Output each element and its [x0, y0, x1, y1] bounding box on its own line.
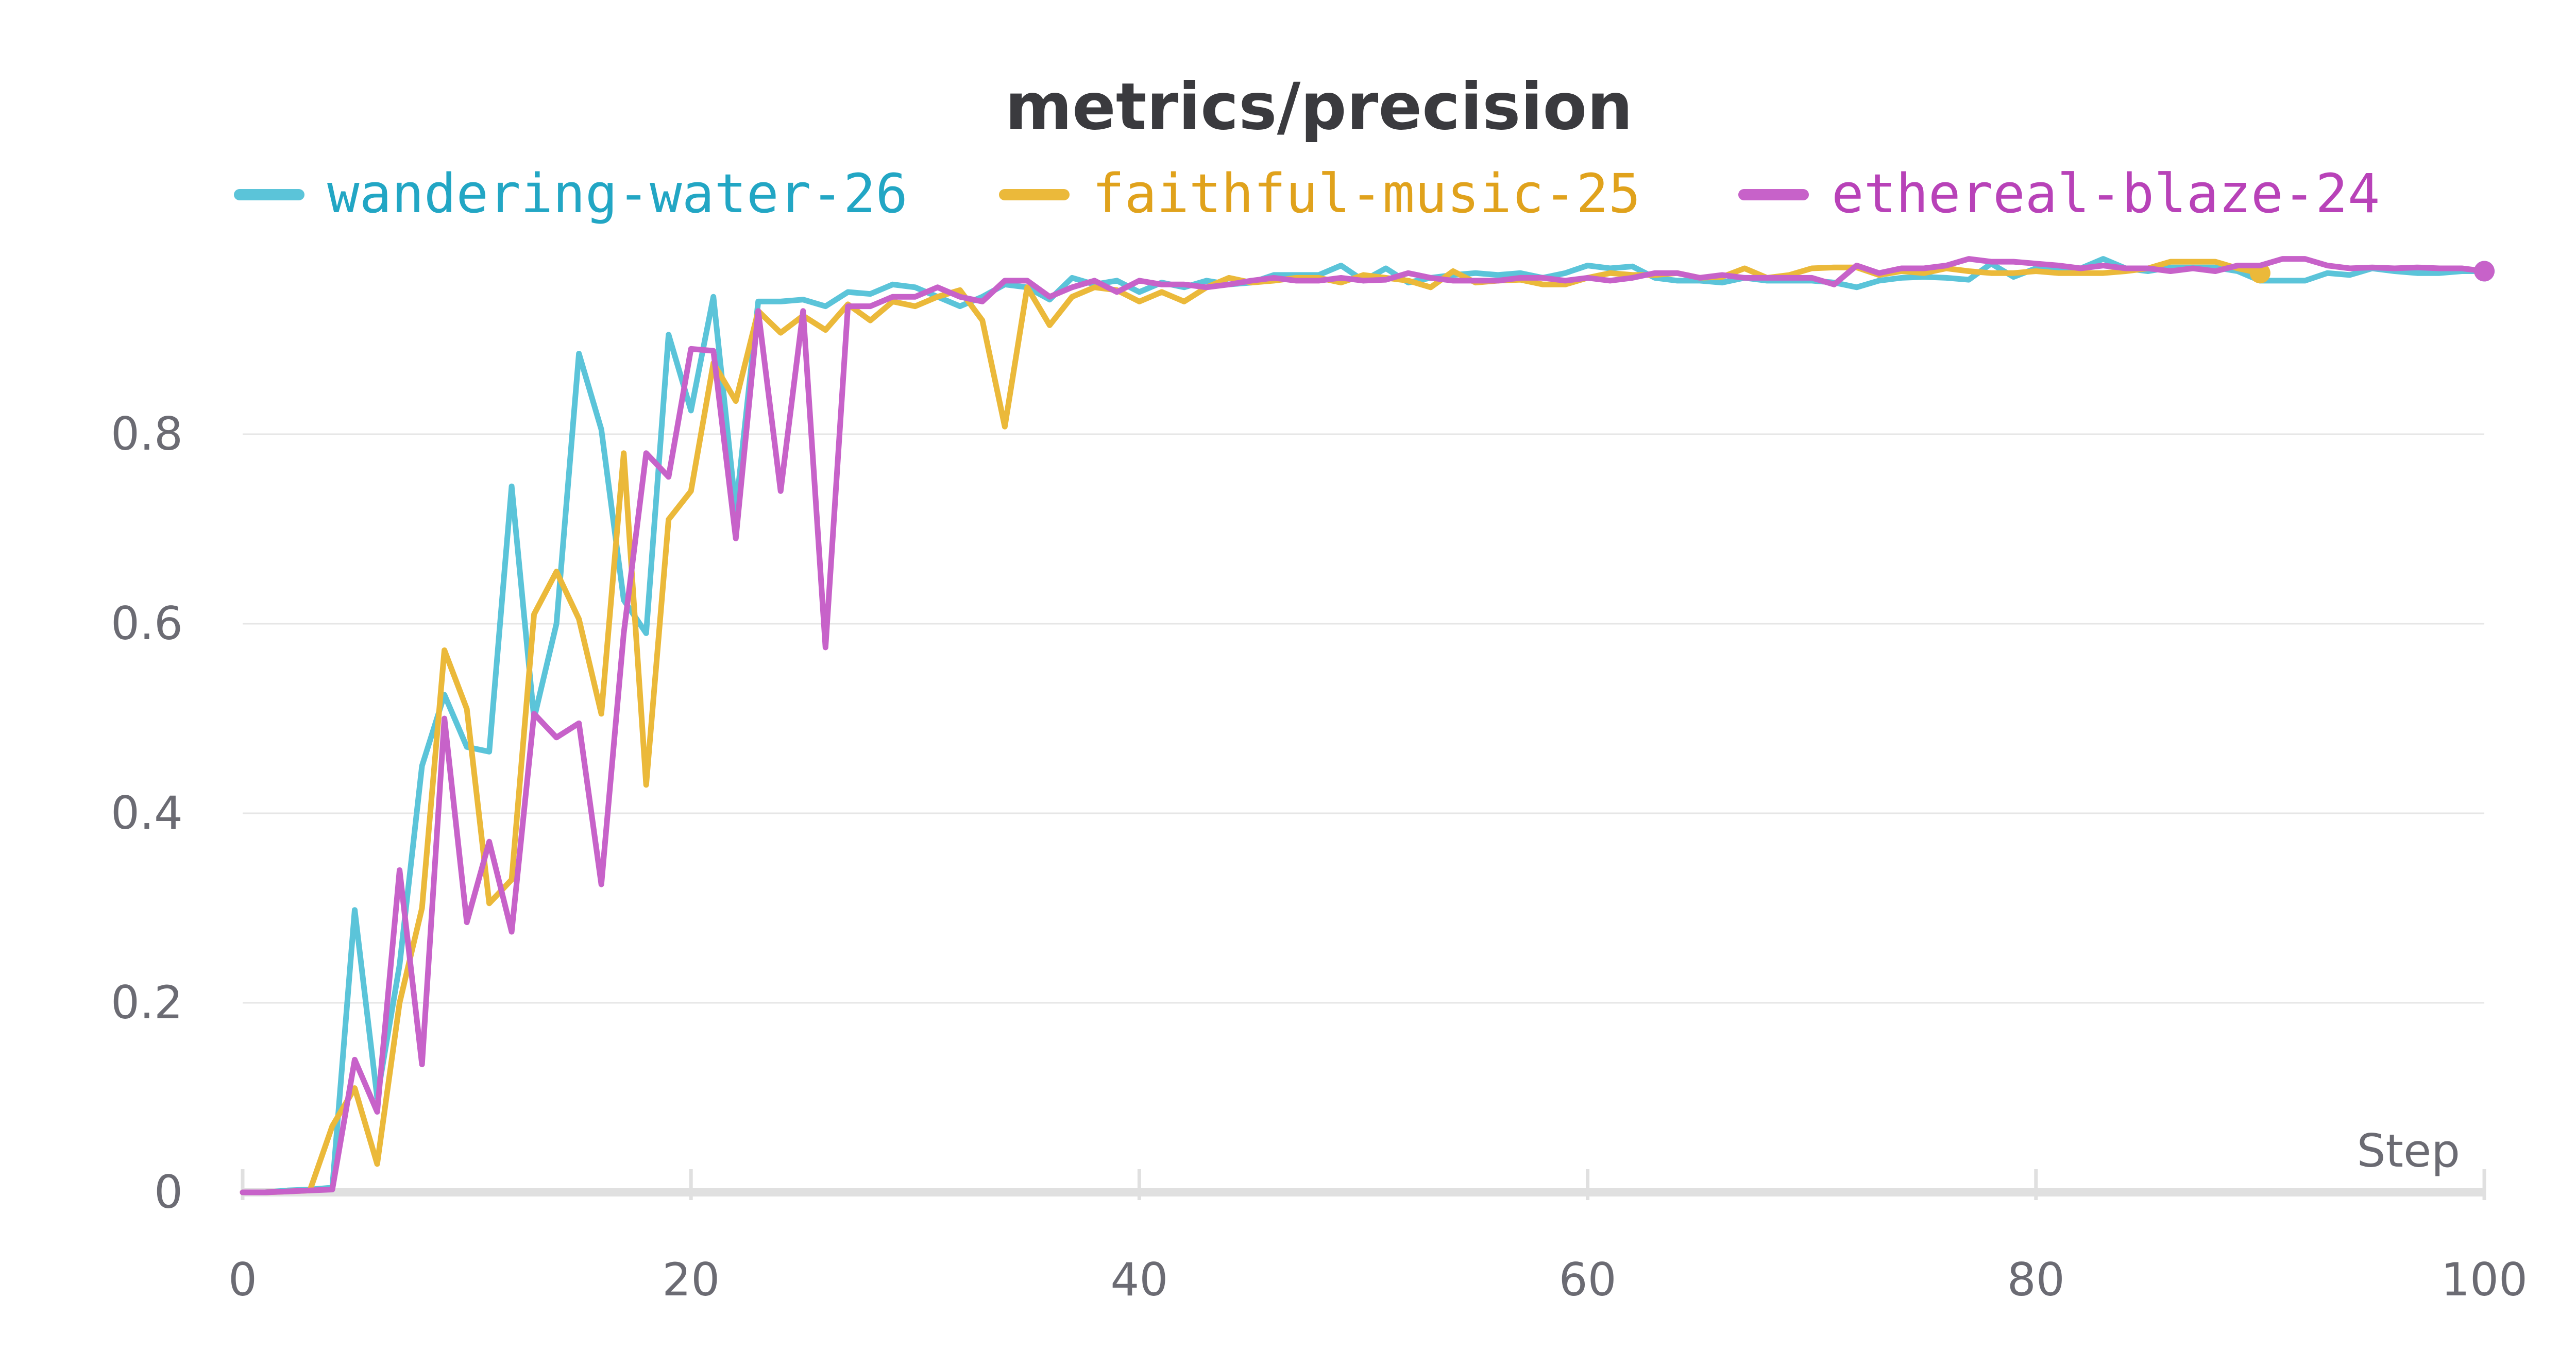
y-tick-label: 0.6 — [111, 597, 183, 650]
x-tick-label: 20 — [662, 1253, 720, 1306]
x-tick-label: 100 — [2441, 1253, 2528, 1306]
legend-item[interactable]: ethereal-blaze-24 — [1738, 162, 2380, 225]
grid-lines — [243, 433, 2484, 1004]
legend-label: wandering-water-26 — [327, 162, 908, 225]
series-end-marker — [2474, 261, 2495, 282]
legend-label: faithful-music-25 — [1092, 162, 1640, 225]
x-tick-label: 80 — [2007, 1253, 2065, 1306]
x-tick-label: 60 — [1559, 1253, 1617, 1306]
y-tick-label: 0.4 — [111, 786, 183, 840]
chart-legend: wandering-water-26 faithful-music-25 ether… — [234, 162, 2380, 225]
x-axis-label: Step — [2357, 1124, 2460, 1177]
y-tick-label: 0.2 — [111, 976, 183, 1029]
x-tick-label: 40 — [1110, 1253, 1168, 1306]
y-tick-label: 0 — [154, 1166, 183, 1219]
y-tick-label: 0.8 — [111, 407, 183, 460]
chart-title: metrics/precision — [1005, 70, 1633, 144]
legend-label: ethereal-blaze-24 — [1832, 162, 2380, 225]
legend-item[interactable]: wandering-water-26 — [234, 162, 908, 225]
x-tick-label: 0 — [228, 1253, 257, 1306]
axes: 0 0.2 0.4 0.6 0.8 0 20 40 60 80 100 — [111, 407, 2528, 1306]
series-layer — [240, 256, 2495, 1195]
series-line-ethereal-blaze-24 — [240, 256, 2487, 1195]
legend-item[interactable]: faithful-music-25 — [999, 162, 1640, 225]
